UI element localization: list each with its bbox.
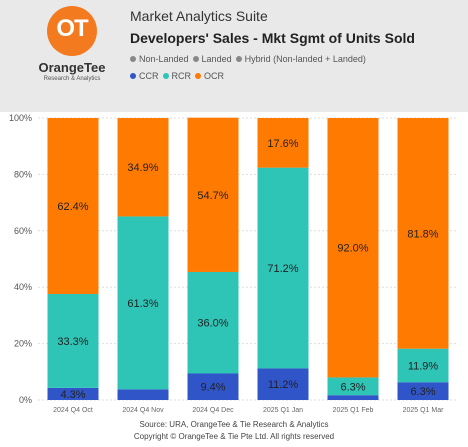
legend-item-landed[interactable]: Landed <box>192 54 232 64</box>
data-label: 54.7% <box>197 190 228 202</box>
bar-ocr <box>117 118 169 217</box>
bar-rcr <box>47 293 99 388</box>
legend-dot-icon <box>195 73 201 79</box>
segment-legend: CCR RCR OCR <box>130 71 228 81</box>
bar-ccr <box>187 373 239 400</box>
logo-tagline: Research & Analytics <box>43 76 101 82</box>
data-label: 92.0% <box>337 243 368 255</box>
bar-rcr <box>327 377 379 396</box>
bar-ccr <box>117 389 169 400</box>
bar-rcr <box>257 167 309 369</box>
legend-item-non-landed[interactable]: Non-Landed <box>130 54 189 64</box>
legend-label: RCR <box>171 71 192 81</box>
legend-dot-icon <box>130 73 136 79</box>
source-note: Source: URA, OrangeTee & Tie Research & … <box>139 420 329 429</box>
property-type-legend: Non-Landed Landed Hybrid (Non-landed + Lan… <box>130 54 370 64</box>
bar-rcr <box>117 216 169 390</box>
y-tick-label: 60% <box>14 226 32 236</box>
legend-dot-icon <box>235 56 242 62</box>
bar-ccr <box>47 387 99 400</box>
legend-label: Non-Landed <box>139 54 189 64</box>
y-tick-label: 0% <box>19 395 32 405</box>
bar-ccr <box>257 368 309 400</box>
legend-label: Landed <box>201 54 232 64</box>
y-tick-label: 100% <box>9 113 32 123</box>
x-tick-label: 2024 Q4 Dec <box>192 407 234 414</box>
bar-ccr <box>327 395 379 400</box>
legend-dot-icon <box>162 73 169 79</box>
bar-ocr <box>397 118 449 349</box>
logo-glyph: OT <box>56 15 88 42</box>
bar-ocr <box>327 118 379 378</box>
legend-item-ccr[interactable]: CCR <box>130 71 159 81</box>
data-label: 9.4% <box>200 382 225 394</box>
data-label: 33.3% <box>57 336 88 348</box>
legend-dot-icon <box>192 56 199 62</box>
bar-ocr <box>257 118 309 168</box>
app-title: Market Analytics Suite <box>130 8 268 24</box>
legend-dot-icon <box>130 56 136 62</box>
logo-name: OrangeTee <box>38 60 106 75</box>
data-label: 34.9% <box>127 162 158 174</box>
data-label: 11.2% <box>268 379 299 391</box>
data-label: 6.3% <box>410 386 435 398</box>
legend-label: Hybrid (Non-landed + Landed) <box>244 54 366 64</box>
data-label: 36.0% <box>197 318 228 330</box>
legend-item-ocr[interactable]: OCR <box>195 71 224 81</box>
y-tick-label: 40% <box>14 282 32 292</box>
x-tick-label: 2025 Q1 Mar <box>403 407 445 414</box>
data-label: 81.8% <box>407 228 438 240</box>
header-panel: OT OrangeTee Research & Analytics Market… <box>0 0 468 112</box>
legend-item-rcr[interactable]: RCR <box>162 71 192 81</box>
chart-title: Developers' Sales - Mkt Sgmt of Units So… <box>130 30 415 46</box>
bar-ocr <box>47 118 99 294</box>
data-label: 62.4% <box>57 201 88 213</box>
x-tick-label: 2025 Q1 Jan <box>263 407 303 414</box>
bar-ocr <box>187 117 239 272</box>
y-tick-label: 80% <box>14 169 32 179</box>
x-tick-label: 2024 Q4 Oct <box>53 407 93 414</box>
data-label: 6.3% <box>340 381 365 393</box>
data-label: 4.3% <box>60 389 85 401</box>
bar-ccr <box>397 382 449 400</box>
bar-rcr <box>397 348 449 383</box>
data-label: 71.2% <box>267 263 298 275</box>
copyright-note: Copyright © OrangeTee & Tie Pte Ltd. All… <box>133 432 335 441</box>
legend-label: CCR <box>139 71 159 81</box>
x-tick-label: 2025 Q1 Feb <box>333 407 374 414</box>
legend-label: OCR <box>204 71 224 81</box>
bar-rcr <box>187 271 239 374</box>
orangetee-logo-icon: OT <box>47 6 97 56</box>
data-label: 11.9% <box>408 360 439 372</box>
y-tick-label: 20% <box>14 339 32 349</box>
data-label: 61.3% <box>127 298 158 310</box>
x-tick-label: 2024 Q4 Nov <box>122 407 164 414</box>
stacked-bar-chart: 0% 20% 40% 60% 80% 100% 4.3% 33.3% 62.4% 2024 Q4 … <box>9 113 458 414</box>
data-label: 17.6% <box>267 138 298 150</box>
legend-item-hybrid-non-landed-landed[interactable]: Hybrid (Non-landed + Landed) <box>235 54 366 64</box>
